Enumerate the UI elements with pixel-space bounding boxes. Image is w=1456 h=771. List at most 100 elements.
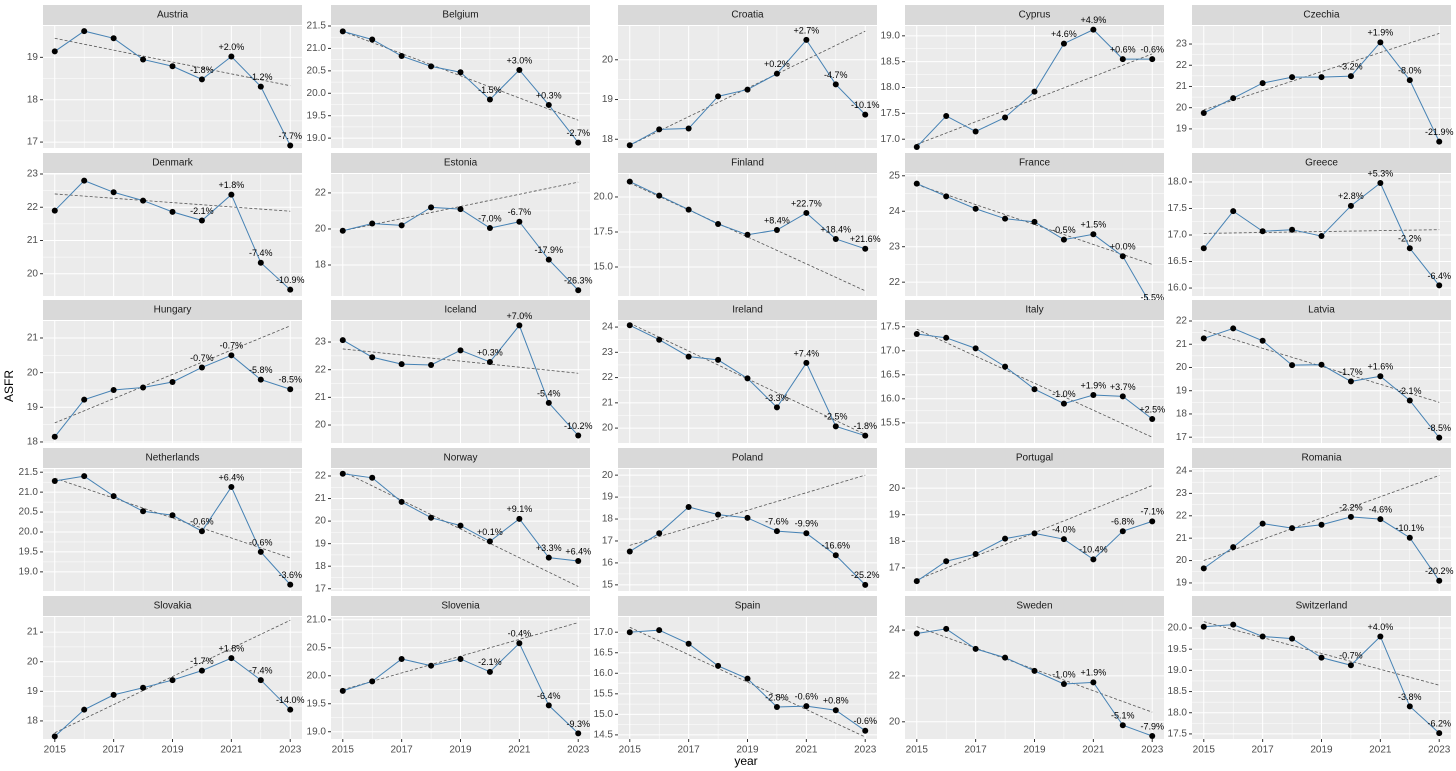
y-tick-label: 20.5	[307, 642, 327, 653]
x-tick-label: 2021	[795, 745, 818, 756]
data-point	[656, 336, 663, 343]
data-point	[545, 101, 552, 108]
annotation: +4.0%	[1367, 622, 1393, 632]
trend-line	[1203, 475, 1440, 561]
y-tick-label: 17.0	[881, 134, 901, 145]
y-tick-label: 16.5	[1168, 256, 1188, 267]
panel-title: Italy	[1025, 305, 1043, 316]
data-point	[773, 528, 780, 535]
data-point	[1318, 361, 1325, 368]
y-tick-label: 21	[27, 333, 39, 344]
strip	[1192, 448, 1451, 468]
panel-title: Belgium	[442, 10, 478, 21]
data-point	[457, 655, 464, 662]
y-tick-label: 22	[1176, 60, 1188, 71]
data-point	[1259, 80, 1266, 87]
y-tick-label: 17	[315, 583, 327, 594]
data-point	[369, 474, 376, 481]
annotation: +0.3%	[536, 90, 562, 100]
data-point	[1060, 236, 1067, 243]
data-point	[140, 197, 147, 204]
data-point	[51, 48, 58, 55]
data-point	[685, 353, 692, 360]
y-tick-label: 22	[1176, 316, 1188, 327]
panel: Finland 15.0 17.5 20.0 +8.4%+22.7% +18.4%+21.…	[594, 153, 881, 296]
annotation: -6.8%	[1111, 517, 1135, 527]
annotation: -0.6%	[190, 517, 214, 527]
x-axis-title: year	[734, 754, 757, 768]
data-point	[913, 330, 920, 337]
data-point	[1259, 228, 1266, 235]
strip	[618, 300, 877, 320]
annotation: -10.1%	[1396, 523, 1425, 533]
data-point	[1200, 245, 1207, 252]
data-point	[913, 630, 920, 637]
y-tick-label: 18	[315, 561, 327, 572]
data-point	[832, 235, 839, 242]
y-tick-label: 18.0	[1168, 707, 1188, 718]
data-point	[81, 177, 88, 184]
data-point	[169, 379, 176, 385]
panel: Norway 17 18 19 20 21 22 +0.1% +9.1% +3.3% +6.4%	[315, 448, 591, 594]
strip	[43, 153, 302, 173]
data-point	[862, 727, 869, 734]
x-tick-label: 2023	[1428, 745, 1451, 756]
y-tick-label: 19.0	[1168, 665, 1188, 676]
data-point	[626, 178, 633, 185]
y-tick-label: 22	[315, 188, 327, 199]
data-point	[862, 245, 869, 252]
data-point	[972, 128, 979, 135]
x-tick-label: 2017	[391, 745, 414, 756]
annotation: +2.8%	[1338, 191, 1364, 201]
data-point	[545, 256, 552, 263]
y-tick-label: 20	[602, 470, 614, 481]
y-tick-label: 21	[1176, 533, 1188, 544]
data-point	[1259, 520, 1266, 527]
annotation: +1.9%	[1080, 380, 1106, 390]
data-point	[1347, 662, 1354, 669]
annotation: -26.3%	[564, 276, 593, 286]
annotation: -9.9%	[795, 519, 819, 529]
annotation: -0.4%	[508, 629, 532, 639]
y-tick-label: 21	[27, 235, 39, 246]
y-tick-label: 19	[1176, 124, 1188, 135]
strip	[905, 448, 1164, 468]
x-tick-label: 2017	[103, 745, 126, 756]
panel: Portugal 17 18 19 20 -4.0%-10.4% -6.8% -7.1%	[889, 448, 1164, 591]
annotation: +2.0%	[218, 42, 244, 52]
data-point	[81, 473, 88, 480]
annotation: -6.4%	[1427, 271, 1451, 281]
data-point	[803, 209, 810, 216]
y-tick-label: 22	[1176, 510, 1188, 521]
annotation: +0.3%	[477, 347, 503, 357]
annotation: -1.2%	[249, 72, 273, 82]
panel: Romania 19 20 21 22 23 24 -2.2% -4.6%-10.1% -20.2…	[1176, 448, 1453, 591]
annotation: +1.8%	[218, 644, 244, 654]
y-tick-label: 22	[889, 671, 901, 682]
y-tick-label: 19	[1176, 385, 1188, 396]
annotation: +4.6%	[1051, 29, 1077, 39]
panel-title: Slovakia	[154, 601, 192, 612]
panel-title: Ireland	[732, 305, 763, 316]
annotation: -0.6%	[1140, 44, 1164, 54]
data-point	[1060, 680, 1067, 687]
panel-title: Sweden	[1016, 601, 1052, 612]
data-point	[228, 53, 235, 60]
data-point	[1318, 521, 1325, 528]
y-tick-label: 20	[315, 420, 327, 431]
y-tick-label: 16.0	[881, 393, 901, 404]
data-point	[398, 361, 405, 368]
panel: Slovenia 19.0 19.5 20.0 20.5 21.0 2015 2017 2019…	[307, 596, 590, 756]
data-point	[1119, 56, 1126, 63]
data-point	[287, 142, 294, 149]
data-point	[1377, 373, 1384, 380]
data-point	[1289, 635, 1296, 642]
panel-title: Iceland	[444, 305, 476, 316]
data-point	[943, 193, 950, 200]
y-tick-label: 24	[602, 322, 614, 333]
panel-title: Poland	[732, 453, 763, 464]
y-tick-label: 20.0	[307, 670, 327, 681]
y-tick-label: 19.0	[307, 133, 327, 144]
trend-line	[629, 626, 866, 738]
strip	[43, 596, 302, 616]
